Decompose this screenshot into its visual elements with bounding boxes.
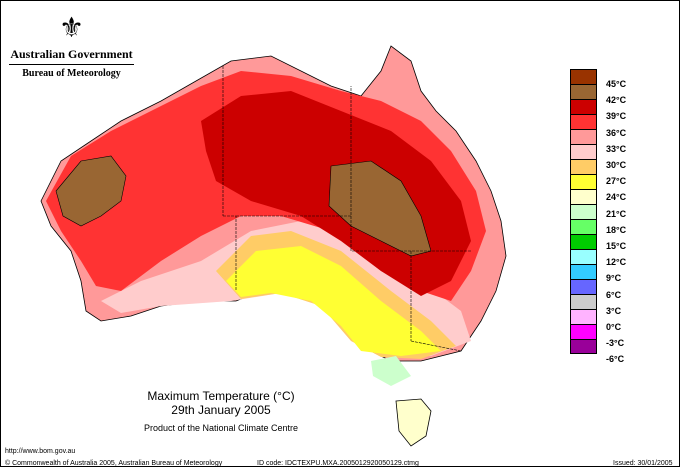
legend-label: 36°C [606,127,627,138]
legend-swatch [570,294,597,309]
legend-swatch [570,144,597,159]
state-borders [222,66,471,352]
footer-copyright: © Commonwealth of Australia 2005, Austra… [5,460,223,467]
legend-label: -6°C [606,354,625,365]
legend-label: 15°C [606,241,627,251]
legend-label: 21°C [606,208,627,219]
title-line1: Maximum Temperature (°C) [147,389,295,403]
product-note: Product of the National Climate Centre [143,423,299,433]
legend-swatch [570,189,597,204]
legend-swatch [570,129,597,144]
title-date: 29th January 2005 [171,403,271,417]
legend-swatch [570,219,597,234]
legend-swatch [570,309,597,324]
legend-swatch [570,279,597,294]
government-logo: ⚜ Australian Government Bureau of Meteor… [9,11,134,79]
legend-swatch [570,234,597,249]
coat-of-arms-icon: ⚜ [58,12,85,43]
footer-url[interactable]: http://www.bom.gov.au [5,448,76,455]
legend-swatch [570,159,597,174]
legend-swatch [570,339,597,354]
legend-label: 12°C [606,257,627,268]
zone-21-24 [226,246,441,356]
legend-label: 0°C [606,322,622,332]
legend-label: 9°C [606,273,622,284]
temperature-legend: 45°C 42°C 39°C 36°C 33°C 30°C 27°C 24°C 21°C 18°C… [570,69,626,364]
legend-swatch [570,204,597,219]
legend-swatch [570,69,597,84]
legend-label: 18°C [606,224,627,235]
legend-swatch [570,84,597,99]
legend-swatch [570,174,597,189]
legend-swatch [570,99,597,114]
legend-swatch [570,264,597,279]
logo-bureau: Bureau of Meteorology [22,68,121,79]
legend-label: 42°C [606,95,627,106]
map-title: Maximum Temperature (°C) 29th January 20… [121,389,321,417]
legend-label: 45°C [606,79,627,89]
legend-label: 6°C [606,289,622,300]
legend-swatch [570,249,597,264]
zone-39-42-west [55,155,127,227]
legend-label: 39°C [606,111,627,122]
legend-swatch [570,114,597,129]
legend-label: 27°C [606,176,627,187]
legend-label: 30°C [606,160,627,170]
legend-swatch [570,324,597,339]
legend-label: -3°C [606,338,625,349]
footer-id-code: ID code: IDCTEXPU.MXA.2005012920050129.c… [257,460,419,467]
footer-issued: Issued: 30/01/2005 [613,460,673,467]
zone-tasmania [395,398,432,447]
legend-label: 24°C [606,192,627,203]
legend-label: 3°C [606,305,622,316]
legend-label: 33°C [606,143,627,154]
logo-government: Australian Government [9,47,134,65]
zone-18-21 [371,356,411,386]
